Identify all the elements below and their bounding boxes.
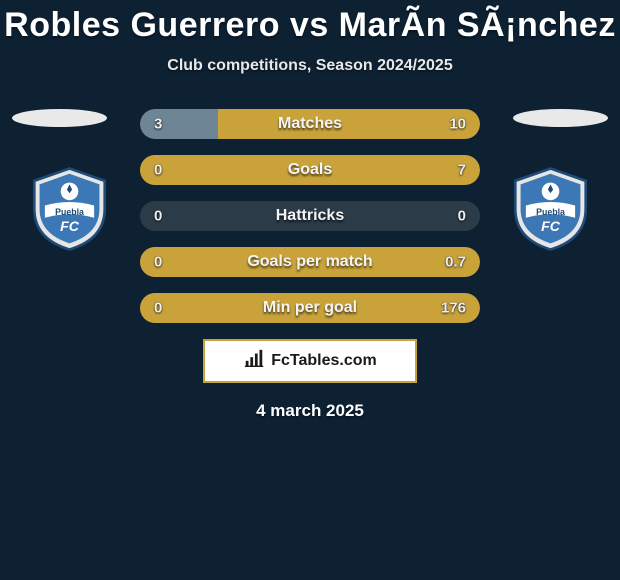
- stat-label: Goals: [288, 161, 332, 179]
- stat-value-left: 3: [154, 116, 162, 133]
- stat-row: 0 7 Goals: [140, 155, 480, 185]
- page-title: Robles Guerrero vs MarÃ­n SÃ¡nchez: [0, 0, 620, 45]
- comparison-area: Puebla FC Puebla FC 3 10 Matches 0 7 Goals 0 0 H…: [0, 109, 620, 421]
- stat-value-left: 0: [154, 254, 162, 271]
- stat-fill-right: [218, 109, 480, 139]
- club-logo-left: Puebla FC: [22, 165, 117, 253]
- svg-text:Puebla: Puebla: [55, 207, 84, 217]
- stat-row: 0 0 Hattricks: [140, 201, 480, 231]
- stat-label: Matches: [278, 115, 342, 133]
- stat-fill-left: [140, 109, 218, 139]
- stat-label: Hattricks: [276, 207, 344, 225]
- stat-row: 3 10 Matches: [140, 109, 480, 139]
- player-avatar-left: [12, 109, 107, 127]
- stat-value-left: 0: [154, 300, 162, 317]
- stat-label: Goals per match: [247, 253, 372, 271]
- svg-text:Puebla: Puebla: [536, 207, 565, 217]
- player-avatar-right: [513, 109, 608, 127]
- brand-text: FcTables.com: [271, 352, 377, 370]
- stat-value-left: 0: [154, 162, 162, 179]
- date-label: 4 march 2025: [0, 401, 620, 421]
- stat-value-right: 7: [458, 162, 466, 179]
- stat-row: 0 0.7 Goals per match: [140, 247, 480, 277]
- stat-bars: 3 10 Matches 0 7 Goals 0 0 Hattricks 0 0.7 Goals pe…: [140, 109, 480, 323]
- svg-text:FC: FC: [60, 218, 80, 234]
- brand-badge[interactable]: FcTables.com: [203, 339, 417, 383]
- stat-label: Min per goal: [263, 299, 357, 317]
- stat-value-right: 0.7: [445, 254, 466, 271]
- brand-chart-icon: [243, 348, 265, 375]
- stat-row: 0 176 Min per goal: [140, 293, 480, 323]
- svg-text:FC: FC: [541, 218, 561, 234]
- subtitle: Club competitions, Season 2024/2025: [0, 57, 620, 75]
- stat-value-right: 10: [449, 116, 466, 133]
- stat-value-left: 0: [154, 208, 162, 225]
- stat-value-right: 176: [441, 300, 466, 317]
- club-logo-right: Puebla FC: [503, 165, 598, 253]
- stat-value-right: 0: [458, 208, 466, 225]
